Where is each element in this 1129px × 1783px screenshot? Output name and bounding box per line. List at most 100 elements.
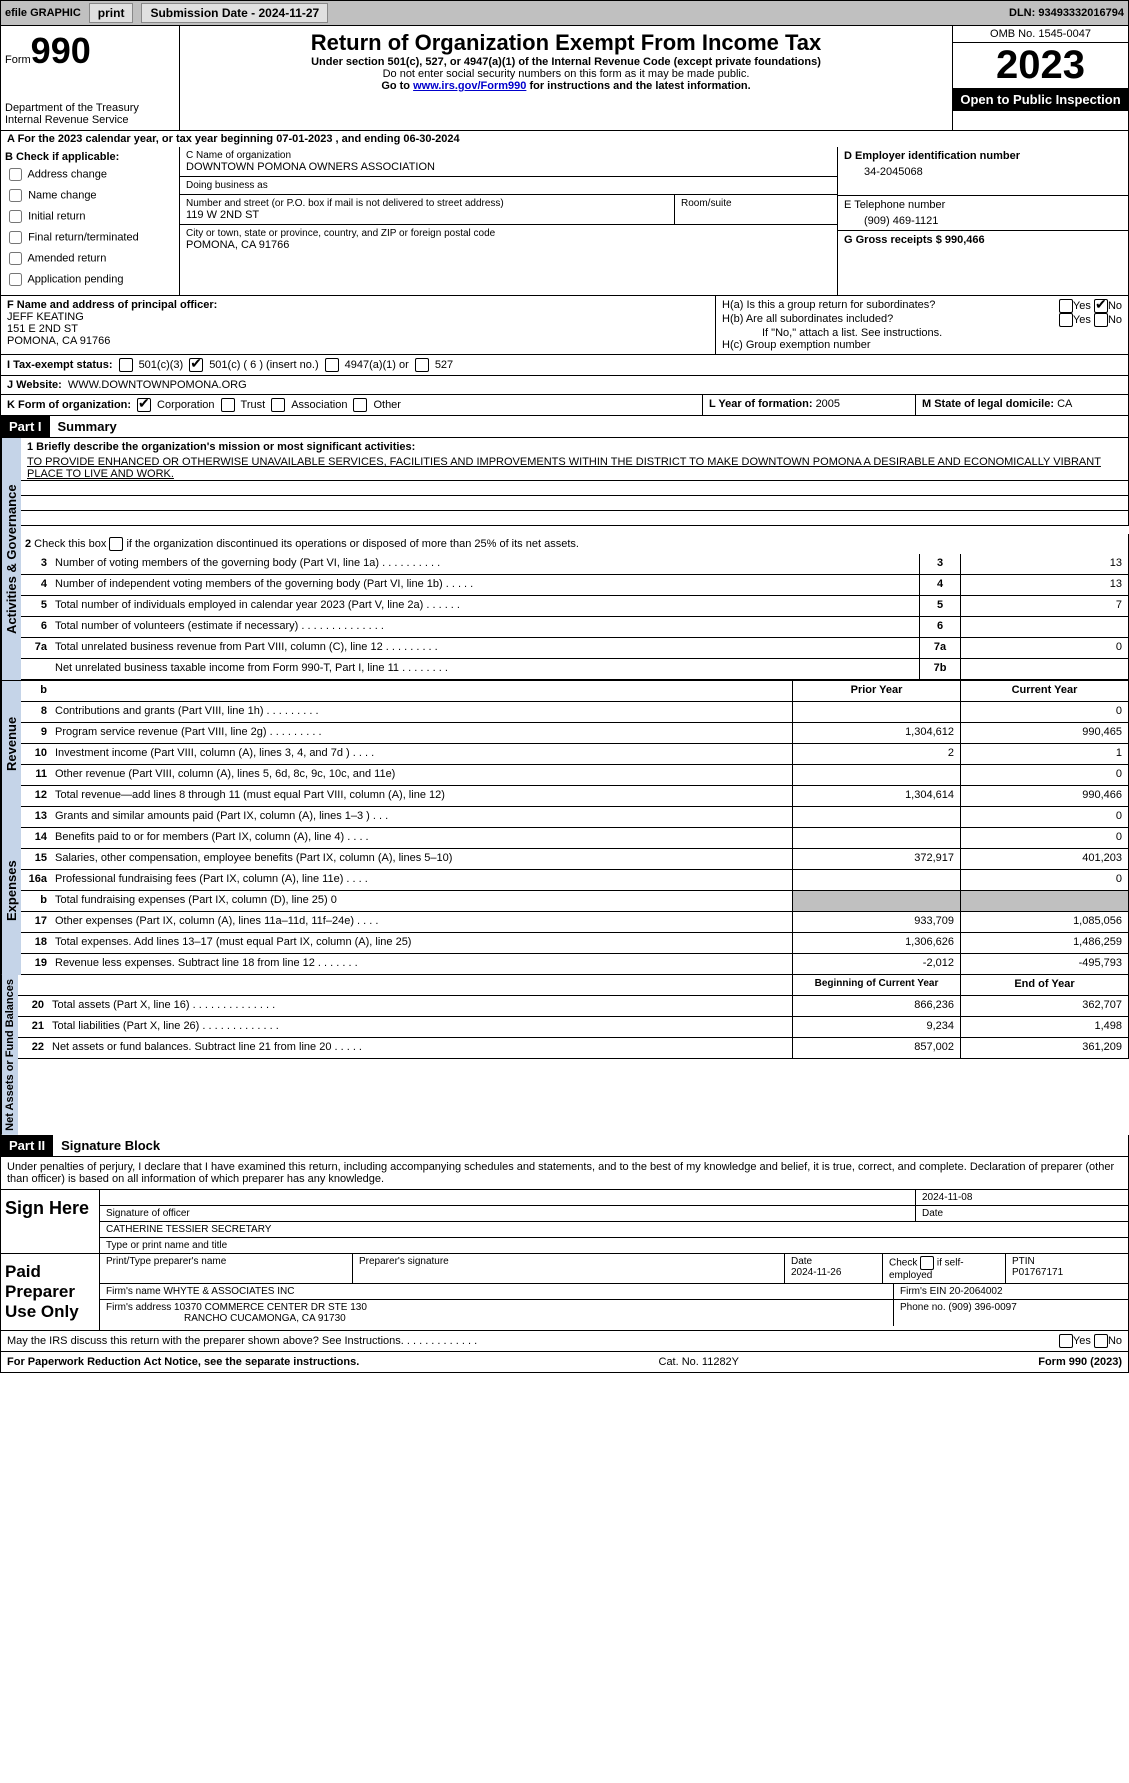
summary-row: 16a Professional fundraising fees (Part … bbox=[21, 870, 1129, 891]
ha-no-checkbox[interactable] bbox=[1094, 299, 1108, 313]
discuss-yes-checkbox[interactable] bbox=[1059, 1334, 1073, 1348]
dln-label: DLN: 93493332016794 bbox=[1009, 7, 1124, 19]
line-a: A For the 2023 calendar year, or tax yea… bbox=[0, 131, 1129, 147]
phone-cell: E Telephone number (909) 469-1121 bbox=[838, 196, 1128, 231]
hb-yes-checkbox[interactable] bbox=[1059, 313, 1073, 327]
sign-here-block: Sign Here 2024-11-08 Signature of office… bbox=[0, 1190, 1129, 1254]
officer-name: CATHERINE TESSIER SECRETARY bbox=[100, 1222, 1128, 1237]
vert-activities: Activities & Governance bbox=[1, 438, 21, 680]
chk-address-change[interactable]: Address change bbox=[5, 165, 175, 184]
header-left: Form990 Department of the Treasury Inter… bbox=[1, 26, 180, 130]
chk-4947[interactable] bbox=[325, 358, 339, 372]
summary-row: 17 Other expenses (Part IX, column (A), … bbox=[21, 912, 1129, 933]
header-center: Return of Organization Exempt From Incom… bbox=[180, 26, 952, 130]
summary-row: 13 Grants and similar amounts paid (Part… bbox=[21, 807, 1129, 828]
paid-preparer-block: Paid Preparer Use Only Print/Type prepar… bbox=[0, 1254, 1129, 1331]
line2: 2 Check this box if the organization dis… bbox=[21, 534, 1129, 554]
summary-row: 14 Benefits paid to or for members (Part… bbox=[21, 828, 1129, 849]
chk-527[interactable] bbox=[415, 358, 429, 372]
section-f: F Name and address of principal officer:… bbox=[1, 296, 716, 354]
summary-row: 21 Total liabilities (Part X, line 26) .… bbox=[18, 1017, 1129, 1038]
summary-row: 19 Revenue less expenses. Subtract line … bbox=[21, 954, 1129, 975]
vert-expenses: Expenses bbox=[1, 807, 21, 975]
submission-date-button[interactable]: Submission Date - 2024-11-27 bbox=[141, 3, 328, 23]
chk-line2[interactable] bbox=[109, 537, 123, 551]
declaration: Under penalties of perjury, I declare th… bbox=[0, 1157, 1129, 1190]
discuss-no-checkbox[interactable] bbox=[1094, 1334, 1108, 1348]
chk-initial-return[interactable]: Initial return bbox=[5, 207, 175, 226]
summary-row: 5 Total number of individuals employed i… bbox=[21, 596, 1129, 617]
chk-name-change[interactable]: Name change bbox=[5, 186, 175, 205]
summary-row: 3 Number of voting members of the govern… bbox=[21, 554, 1129, 575]
summary-row: 22 Net assets or fund balances. Subtract… bbox=[18, 1038, 1129, 1059]
section-fh: F Name and address of principal officer:… bbox=[0, 296, 1129, 355]
chk-501c[interactable] bbox=[189, 358, 203, 372]
begin-end-header: Beginning of Current Year End of Year bbox=[18, 975, 1129, 996]
open-to-public: Open to Public Inspection bbox=[953, 88, 1128, 111]
summary-netassets: Net Assets or Fund Balances Beginning of… bbox=[0, 975, 1129, 1135]
summary-revenue: Revenue b Prior Year Current Year 8 Cont… bbox=[0, 680, 1129, 807]
sign-date: 2024-11-08 bbox=[916, 1190, 1128, 1205]
section-klm: K Form of organization: Corporation Trus… bbox=[0, 395, 1129, 416]
summary-row: 20 Total assets (Part X, line 16) . . . … bbox=[18, 996, 1129, 1017]
ein-cell: D Employer identification number 34-2045… bbox=[838, 147, 1128, 196]
section-h: H(a) Is this a group return for subordin… bbox=[716, 296, 1128, 354]
summary-row: b Total fundraising expenses (Part IX, c… bbox=[21, 891, 1129, 912]
summary-row: 8 Contributions and grants (Part VIII, l… bbox=[21, 702, 1129, 723]
chk-trust[interactable] bbox=[221, 398, 235, 412]
prior-current-header: b Prior Year Current Year bbox=[21, 681, 1129, 702]
chk-final-return[interactable]: Final return/terminated bbox=[5, 228, 175, 247]
section-m: M State of legal domicile: CA bbox=[916, 395, 1128, 415]
form-note1: Do not enter social security numbers on … bbox=[184, 68, 948, 80]
print-button[interactable]: print bbox=[89, 3, 134, 23]
dba-cell: Doing business as bbox=[180, 177, 837, 195]
section-b-title: B Check if applicable: bbox=[5, 151, 175, 163]
website-url: WWW.DOWNTOWNPOMONA.ORG bbox=[68, 379, 247, 391]
form-title: Return of Organization Exempt From Incom… bbox=[184, 30, 948, 56]
form-header: Form990 Department of the Treasury Inter… bbox=[0, 26, 1129, 131]
chk-corp[interactable] bbox=[137, 398, 151, 412]
section-k: K Form of organization: Corporation Trus… bbox=[1, 395, 703, 415]
omb-number: OMB No. 1545-0047 bbox=[953, 26, 1128, 43]
ha-yes-checkbox[interactable] bbox=[1059, 299, 1073, 313]
section-j: J Website: WWW.DOWNTOWNPOMONA.ORG bbox=[0, 376, 1129, 395]
part2-header: Part II Signature Block bbox=[0, 1135, 1129, 1157]
vert-netassets: Net Assets or Fund Balances bbox=[1, 975, 18, 1135]
summary-row: 11 Other revenue (Part VIII, column (A),… bbox=[21, 765, 1129, 786]
chk-self-employed[interactable] bbox=[920, 1256, 934, 1270]
chk-assoc[interactable] bbox=[271, 398, 285, 412]
dept-label: Department of the Treasury bbox=[5, 102, 175, 114]
signature-of-officer: Signature of officer bbox=[100, 1206, 916, 1221]
chk-501c3[interactable] bbox=[119, 358, 133, 372]
form-footer: For Paperwork Reduction Act Notice, see … bbox=[0, 1352, 1129, 1373]
summary-row: 6 Total number of volunteers (estimate i… bbox=[21, 617, 1129, 638]
tax-year: 2023 bbox=[953, 43, 1128, 88]
chk-other[interactable] bbox=[353, 398, 367, 412]
summary-row: Net unrelated business taxable income fr… bbox=[21, 659, 1129, 680]
hb-no-checkbox[interactable] bbox=[1094, 313, 1108, 327]
hb-yesno: Yes No bbox=[1059, 313, 1122, 327]
gross-receipts: G Gross receipts $ 990,466 bbox=[838, 231, 1128, 249]
summary-row: 18 Total expenses. Add lines 13–17 (must… bbox=[21, 933, 1129, 954]
room-cell: Room/suite bbox=[675, 195, 837, 225]
ha-yesno: Yes No bbox=[1059, 299, 1122, 313]
part1-header: Part I Summary bbox=[0, 416, 1129, 438]
summary-expenses: Expenses 13 Grants and similar amounts p… bbox=[0, 807, 1129, 975]
form-note2: Go to www.irs.gov/Form990 for instructio… bbox=[184, 80, 948, 92]
section-de: D Employer identification number 34-2045… bbox=[837, 147, 1128, 295]
org-name: DOWNTOWN POMONA OWNERS ASSOCIATION bbox=[186, 161, 831, 173]
form-subtitle: Under section 501(c), 527, or 4947(a)(1)… bbox=[184, 56, 948, 68]
form-number: 990 bbox=[31, 30, 91, 71]
discuss-row: May the IRS discuss this return with the… bbox=[0, 1331, 1129, 1352]
summary-activities: Activities & Governance 1 Briefly descri… bbox=[0, 438, 1129, 680]
section-l: L Year of formation: 2005 bbox=[703, 395, 916, 415]
org-name-cell: C Name of organization DOWNTOWN POMONA O… bbox=[180, 147, 837, 177]
irs-link[interactable]: www.irs.gov/Form990 bbox=[413, 80, 526, 92]
chk-app-pending[interactable]: Application pending bbox=[5, 270, 175, 289]
section-b: B Check if applicable: Address change Na… bbox=[1, 147, 180, 295]
chk-amended[interactable]: Amended return bbox=[5, 249, 175, 268]
summary-row: 10 Investment income (Part VIII, column … bbox=[21, 744, 1129, 765]
sign-here-label: Sign Here bbox=[1, 1190, 100, 1253]
city-cell: City or town, state or province, country… bbox=[180, 225, 837, 254]
line1: 1 Briefly describe the organization's mi… bbox=[21, 438, 1129, 456]
